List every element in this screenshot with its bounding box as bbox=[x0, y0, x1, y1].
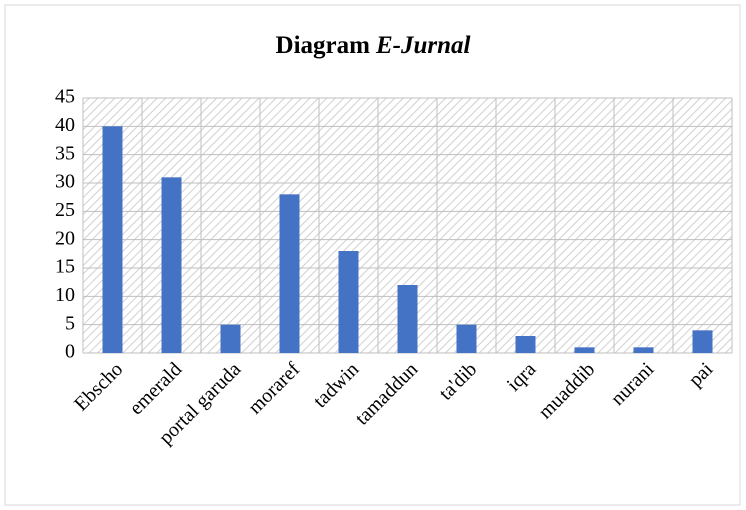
title-part: Diagram bbox=[276, 32, 371, 59]
bar bbox=[397, 285, 418, 353]
y-tick-label: 25 bbox=[55, 199, 75, 221]
bar bbox=[692, 330, 713, 353]
y-tick-label: 15 bbox=[55, 256, 75, 278]
bar bbox=[633, 347, 654, 353]
y-tick-label: 35 bbox=[55, 142, 75, 164]
bar bbox=[220, 324, 241, 353]
bar bbox=[279, 194, 300, 353]
bar bbox=[574, 347, 595, 353]
y-tick-label: 10 bbox=[55, 284, 75, 306]
title-emphasis: E-Jurnal bbox=[375, 32, 471, 59]
y-tick-label: 40 bbox=[55, 114, 75, 136]
bar bbox=[456, 324, 477, 353]
y-tick-label: 30 bbox=[55, 171, 75, 193]
bar bbox=[161, 177, 182, 353]
y-tick-label: 0 bbox=[65, 341, 75, 363]
bar bbox=[338, 251, 359, 353]
y-tick-label: 45 bbox=[55, 86, 75, 108]
y-tick-label: 20 bbox=[55, 227, 75, 249]
bar bbox=[102, 126, 123, 353]
chart-title: Diagram E-Jurnal bbox=[276, 32, 471, 59]
bar bbox=[515, 336, 536, 353]
y-tick-label: 5 bbox=[65, 312, 75, 334]
